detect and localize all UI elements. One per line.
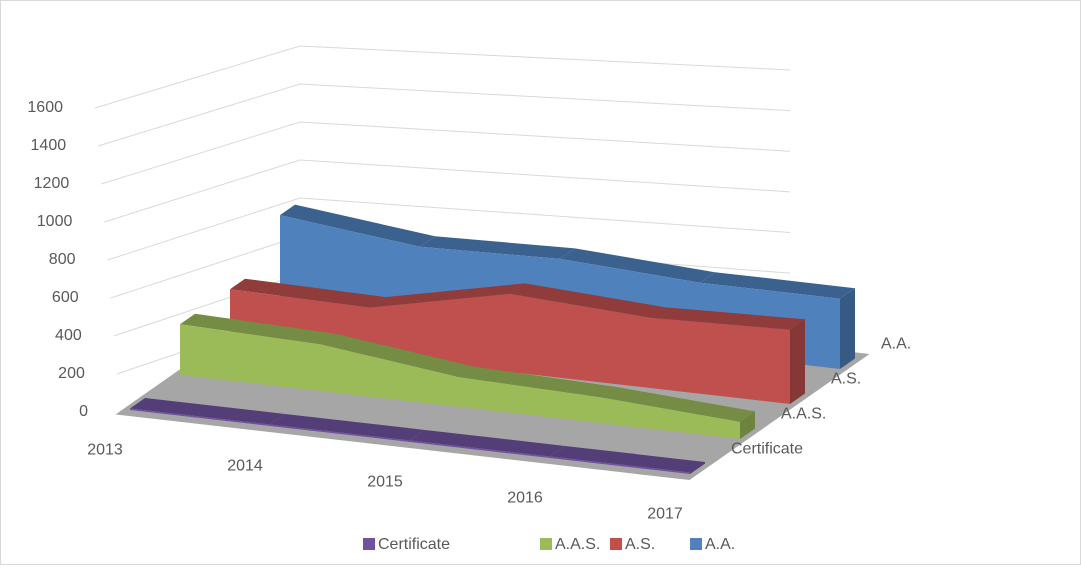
- area-top: [560, 248, 715, 283]
- grid-line: [97, 83, 791, 147]
- area: [180, 324, 740, 439]
- legend-swatch: [363, 538, 375, 550]
- y-tick-label: 0: [79, 403, 88, 420]
- area-top: [410, 429, 565, 457]
- legend-swatch: [540, 538, 552, 550]
- y-tick-label: 1600: [27, 99, 63, 116]
- x-tick-label: 2016: [507, 490, 543, 507]
- grid-line: [104, 159, 791, 223]
- area-top: [700, 272, 855, 299]
- area-top: [460, 366, 615, 398]
- area-top: [320, 333, 475, 378]
- depth-label: A.A.S.: [781, 406, 826, 423]
- area-end: [840, 288, 855, 369]
- grid-line: [101, 121, 791, 185]
- depth-label: Certificate: [731, 441, 803, 458]
- x-tick-label: 2015: [367, 474, 403, 491]
- area-top: [130, 397, 285, 425]
- legend-label: A.S.: [625, 536, 655, 553]
- area-top: [180, 313, 335, 345]
- area: [230, 289, 790, 404]
- y-tick-label: 1000: [37, 213, 73, 230]
- area-top: [420, 236, 575, 259]
- legend-label: A.A.S.: [555, 536, 600, 553]
- area-top: [510, 283, 665, 318]
- area-end: [690, 461, 705, 474]
- y-tick-label: 800: [49, 251, 76, 268]
- area-top: [230, 278, 385, 308]
- area-top: [370, 283, 525, 308]
- area-top: [650, 307, 805, 330]
- x-tick-label: 2017: [647, 506, 683, 523]
- area-end: [790, 319, 805, 404]
- area-top: [600, 386, 755, 422]
- depth-label: A.S.: [831, 371, 861, 388]
- grid-line: [94, 45, 791, 109]
- y-tick-label: 200: [58, 365, 85, 382]
- area: [130, 408, 690, 474]
- area-top: [550, 445, 705, 473]
- legend-swatch: [610, 538, 622, 550]
- legend-label: A.A.: [705, 536, 735, 553]
- legend-swatch: [690, 538, 702, 550]
- area-top: [280, 204, 435, 247]
- depth-label: A.A.: [881, 336, 911, 353]
- grid-line: [107, 197, 791, 261]
- area-end: [740, 411, 755, 439]
- x-tick-label: 2013: [87, 442, 123, 459]
- area-top: [270, 413, 425, 441]
- legend-label: Certificate: [378, 536, 450, 553]
- y-tick-label: 1400: [31, 137, 67, 154]
- x-tick-label: 2014: [227, 458, 263, 475]
- y-tick-label: 1200: [34, 175, 70, 192]
- y-tick-label: 400: [55, 327, 82, 344]
- y-tick-label: 600: [52, 289, 79, 306]
